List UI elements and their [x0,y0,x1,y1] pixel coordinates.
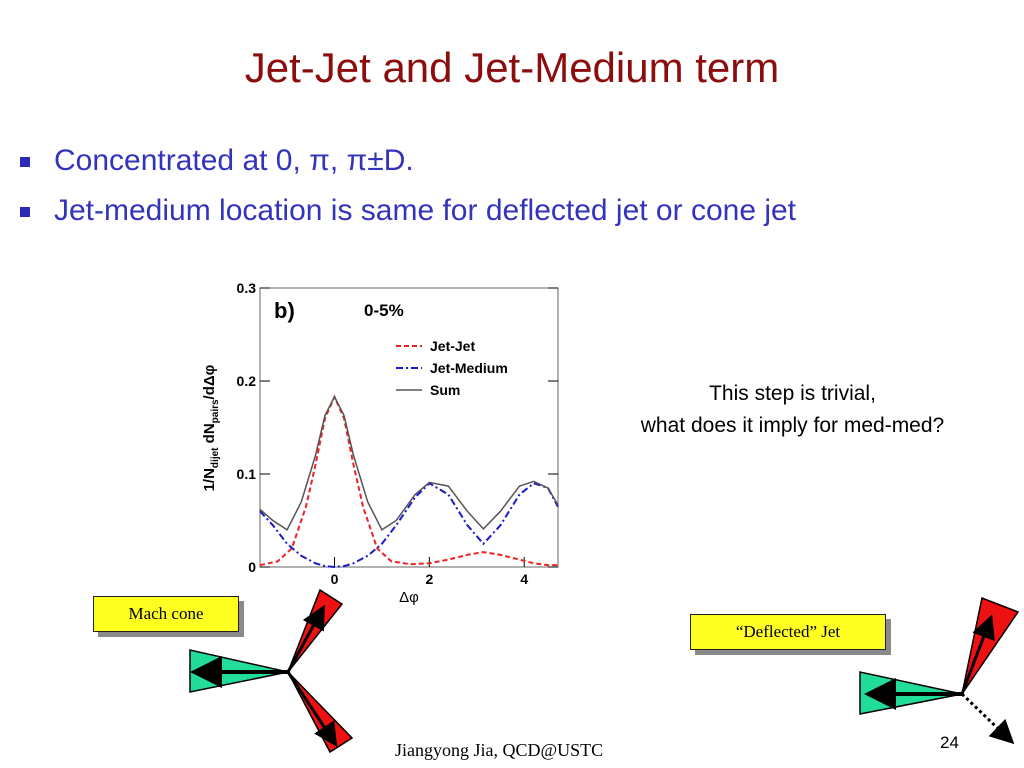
square-bullet-icon [20,157,30,167]
deflected-jet-diagram [859,596,1020,745]
legend-label-jet-jet: Jet-Jet [430,338,475,354]
y-axis-label-sub-dijet: dijet [210,447,221,468]
x-axis-label: Δφ [399,589,419,606]
series-line-jet-jet [259,394,558,567]
legend-label-sum: Sum [430,382,460,398]
footer-text: Jiangyong Jia, QCD@USTC [395,740,604,760]
note-line-1: This step is trivial, [709,382,876,405]
legend-label-jet-medium: Jet-Medium [430,360,508,376]
page-number: 24 [940,733,959,752]
y-axis-label: 1/Ndijet dNpairs/dΔφ [201,364,221,491]
bullet-text-2: Jet-medium location is same for deflecte… [54,194,797,227]
y-axis: 0 0.1 0.2 0.3 [237,280,558,575]
series-line-sum [259,395,559,531]
mach-cone-diagram [189,588,354,754]
deflected-jet-callout: “Deflected” Jet [690,614,886,650]
jet-arrow-down-icon [286,671,338,748]
y-tick-label: 0.3 [237,280,257,296]
y-axis-label-mid: dN [201,423,218,447]
x-tick-label: 4 [520,571,528,587]
chart-legend: Jet-Jet Jet-Medium Sum [396,338,508,398]
note-line-2: what does it imply for med-med? [640,414,945,437]
bullet-list: Concentrated at 0, π, π±D. Jet-medium lo… [18,136,796,236]
centrality-label: 0-5% [364,301,404,320]
mach-cone-callout: Mach cone [93,596,239,632]
x-axis: 0 2 4 [331,557,528,587]
note-text: This step is trivial, what does it imply… [580,378,1005,442]
y-axis-label-sub-pairs: pairs [210,399,221,423]
x-tick-label: 2 [425,571,433,587]
panel-label: b) [274,298,295,323]
square-bullet-icon [20,207,30,217]
y-tick-label: 0 [248,559,256,575]
y-axis-label-main: 1/N [201,468,218,491]
y-tick-label: 0.1 [237,466,257,482]
jet-arrow-up-icon [960,614,995,695]
x-tick-label: 0 [331,571,339,587]
bullet-item-1: Concentrated at 0, π, π±D. [18,136,796,186]
bullet-item-2: Jet-medium location is same for deflecte… [18,186,796,236]
y-tick-label: 0.2 [237,373,257,389]
y-axis-label-end: /dΔφ [201,364,218,399]
red-cone-icon [961,596,1020,695]
bullet-text-1: Concentrated at 0, π, π±D. [54,144,414,177]
dotted-arrow-icon [960,692,1015,745]
series-layer [259,394,559,569]
distribution-chart: 0 0.1 0.2 0.3 0 2 4 b) 0-5% Jet-Jet Jet-Medium… [201,280,559,606]
jet-arrow-up-icon [286,604,325,673]
plot-frame [259,287,559,568]
slide-title: Jet-Jet and Jet-Medium term [244,44,780,91]
